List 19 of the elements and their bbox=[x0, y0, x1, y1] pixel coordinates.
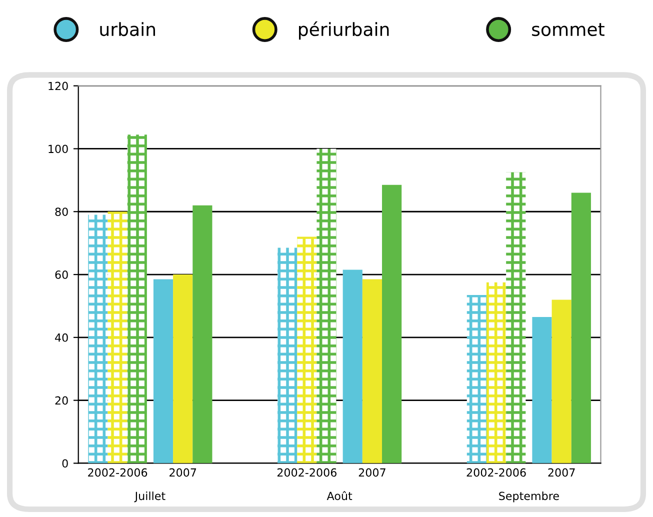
legend-label: sommet bbox=[532, 23, 604, 36]
legend-label: périurbain bbox=[299, 21, 389, 40]
y-tick-label: 0 bbox=[62, 459, 68, 468]
x-tick-label: 2002-2006 bbox=[466, 468, 526, 477]
y-tick-label: 100 bbox=[48, 144, 68, 154]
x-tick-label: 2007 bbox=[170, 468, 196, 477]
y-tick-label: 20 bbox=[55, 396, 68, 405]
x-tick-label: 2007 bbox=[358, 468, 386, 477]
x-tick-label: 2002-2006 bbox=[88, 468, 148, 477]
x-tick-label: 2002-2006 bbox=[277, 468, 336, 477]
x-tick-label: 2007 bbox=[548, 468, 575, 477]
y-tick-label: 120 bbox=[48, 82, 68, 90]
y-tick-label: 80 bbox=[55, 208, 68, 216]
text: Juillet bbox=[134, 492, 166, 502]
legend-label: urbain bbox=[100, 22, 155, 36]
text: Août bbox=[326, 491, 352, 500]
y-tick-label: 60 bbox=[55, 270, 68, 279]
y-tick-label: 40 bbox=[55, 333, 68, 342]
text: Septembre bbox=[499, 492, 559, 502]
